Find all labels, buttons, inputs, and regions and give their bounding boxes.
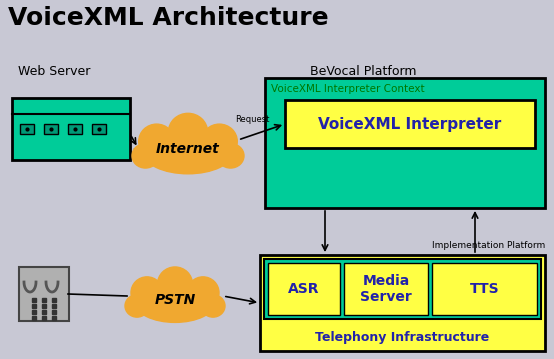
FancyBboxPatch shape <box>19 267 69 321</box>
Text: BeVocal Platform: BeVocal Platform <box>310 65 417 78</box>
Ellipse shape <box>151 287 179 312</box>
Text: ASR: ASR <box>288 282 320 296</box>
FancyBboxPatch shape <box>12 98 130 160</box>
Ellipse shape <box>202 124 237 159</box>
Ellipse shape <box>125 295 149 317</box>
Ellipse shape <box>183 135 215 162</box>
Text: Request: Request <box>235 115 269 124</box>
Ellipse shape <box>168 113 208 151</box>
FancyBboxPatch shape <box>260 255 545 351</box>
Ellipse shape <box>201 295 225 317</box>
Ellipse shape <box>131 277 163 308</box>
FancyBboxPatch shape <box>68 124 82 134</box>
Text: Implementation Platform: Implementation Platform <box>432 241 545 250</box>
Text: PSTN: PSTN <box>155 293 196 307</box>
FancyBboxPatch shape <box>344 263 428 315</box>
FancyBboxPatch shape <box>268 263 340 315</box>
Text: Web Server: Web Server <box>18 65 90 78</box>
Text: TTS: TTS <box>470 282 499 296</box>
Text: VoiceXML Interpreter: VoiceXML Interpreter <box>319 117 501 131</box>
Text: Media
Server: Media Server <box>360 274 412 304</box>
FancyBboxPatch shape <box>265 78 545 208</box>
Ellipse shape <box>157 267 192 301</box>
FancyBboxPatch shape <box>264 259 541 319</box>
FancyBboxPatch shape <box>20 124 34 134</box>
Text: VoiceXML Architecture: VoiceXML Architecture <box>8 6 329 30</box>
Ellipse shape <box>171 287 199 312</box>
Ellipse shape <box>138 124 175 159</box>
FancyBboxPatch shape <box>285 100 535 148</box>
FancyBboxPatch shape <box>92 124 106 134</box>
FancyBboxPatch shape <box>432 263 537 315</box>
FancyBboxPatch shape <box>44 124 58 134</box>
Text: Internet: Internet <box>156 142 220 156</box>
Ellipse shape <box>132 144 159 168</box>
Ellipse shape <box>187 277 219 308</box>
Text: Response: Response <box>132 148 173 157</box>
Ellipse shape <box>217 144 244 168</box>
Ellipse shape <box>135 283 215 322</box>
Ellipse shape <box>161 135 192 162</box>
Text: Telephony Infrastructure: Telephony Infrastructure <box>315 331 490 344</box>
Ellipse shape <box>143 131 233 174</box>
Text: VoiceXML Interpreter Context: VoiceXML Interpreter Context <box>271 84 424 94</box>
